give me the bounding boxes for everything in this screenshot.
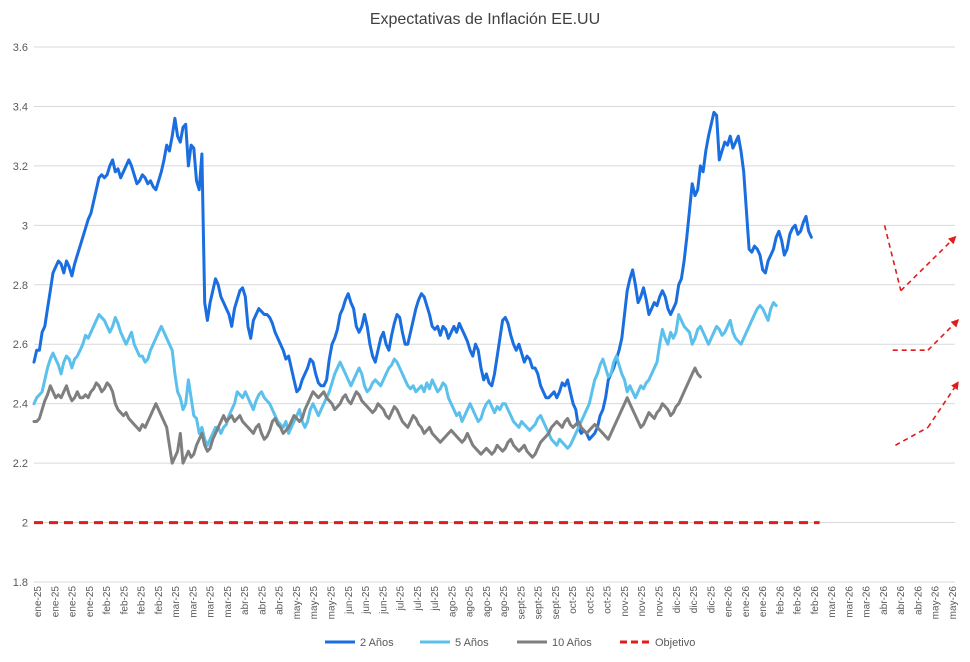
x-tick-label: ago-25 xyxy=(447,586,458,618)
chart-title: Expectativas de Inflación EE.UU xyxy=(370,11,600,28)
x-tick-label: dic-25 xyxy=(672,586,683,614)
x-tick-label: may-25 xyxy=(309,586,320,620)
x-tick-label: oct-25 xyxy=(586,586,597,614)
x-tick-label: ene-25 xyxy=(50,586,61,618)
series-line xyxy=(32,110,813,441)
y-axis: 1.8 2 2.2 2.4 2.6 2.8 3 3.2 3.4 3.6 xyxy=(13,42,28,589)
legend-label: 10 Años xyxy=(552,637,592,649)
x-tick-label: may-26 xyxy=(948,586,959,620)
x-tick-label: abr-26 xyxy=(879,586,890,615)
y-tick-label: 3.4 xyxy=(13,101,28,113)
x-tick-label: abr-25 xyxy=(240,586,251,615)
x-tick-label: ago-25 xyxy=(482,586,493,618)
x-tick-label: nov-25 xyxy=(655,586,666,617)
x-tick-label: ene-25 xyxy=(85,586,96,618)
x-tick-label: mar-26 xyxy=(827,586,838,618)
y-tick-label: 2.4 xyxy=(13,399,28,411)
x-tick-label: mar-26 xyxy=(844,586,855,618)
series-lines xyxy=(32,110,820,525)
annotations xyxy=(883,225,960,446)
x-tick-label: dic-25 xyxy=(689,586,700,614)
x-tick-label: mar-25 xyxy=(188,586,199,618)
x-tick-label: abr-25 xyxy=(257,586,268,615)
x-tick-label: jun-25 xyxy=(344,586,355,615)
y-tick-label: 2.6 xyxy=(13,339,28,351)
x-tick-label: ago-25 xyxy=(499,586,510,618)
legend: 2 Años 5 Años 10 Años Objetivo xyxy=(325,637,695,649)
x-tick-label: mar-25 xyxy=(206,586,217,618)
x-tick-label: jul-25 xyxy=(413,586,424,612)
x-tick-label: mar-25 xyxy=(223,586,234,618)
legend-label: Objetivo xyxy=(655,637,695,649)
x-tick-label: dic-25 xyxy=(706,586,717,614)
x-tick-label: feb-26 xyxy=(793,586,804,615)
x-tick-label: sept-25 xyxy=(551,586,562,620)
x-tick-label: abr-25 xyxy=(275,586,286,615)
x-tick-label: jun-25 xyxy=(361,586,372,615)
y-tick-label: 2 xyxy=(22,518,28,530)
x-tick-label: feb-26 xyxy=(810,586,821,615)
x-tick-label: feb-25 xyxy=(154,586,165,615)
x-tick-label: may-26 xyxy=(931,586,942,620)
x-tick-label: feb-25 xyxy=(137,586,148,615)
legend-label: 5 Años xyxy=(455,637,489,649)
y-tick-label: 3 xyxy=(22,220,28,232)
x-tick-label: mar-26 xyxy=(862,586,873,618)
annotation-arrow xyxy=(927,319,960,351)
x-tick-label: abr-26 xyxy=(914,586,925,615)
annotation-arrow xyxy=(900,235,957,292)
x-tick-label: ene-26 xyxy=(758,586,769,618)
series-line xyxy=(32,301,778,450)
x-tick-label: jul-25 xyxy=(396,586,407,612)
y-tick-label: 3.2 xyxy=(13,161,28,173)
x-tick-label: oct-25 xyxy=(568,586,579,614)
x-tick-label: sept-25 xyxy=(534,586,545,620)
y-tick-label: 3.6 xyxy=(13,42,28,54)
x-tick-label: ago-25 xyxy=(465,586,476,618)
series-line xyxy=(32,366,702,465)
x-tick-label: jul-25 xyxy=(430,586,441,612)
x-tick-label: ene-26 xyxy=(724,586,735,618)
x-tick-label: nov-25 xyxy=(620,586,631,617)
x-axis: ene-25 ene-25 ene-25 ene-25 feb-25 feb-25 feb-… xyxy=(33,586,959,620)
x-tick-label: ene-26 xyxy=(741,586,752,618)
x-tick-label: may-25 xyxy=(327,586,338,620)
annotation-segment xyxy=(895,426,929,446)
annotation-segment xyxy=(883,225,902,291)
x-tick-label: feb-25 xyxy=(119,586,130,615)
x-tick-label: jun-25 xyxy=(378,586,389,615)
y-tick-label: 2.2 xyxy=(13,458,28,470)
x-tick-label: abr-26 xyxy=(896,586,907,615)
legend-label: 2 Años xyxy=(360,637,394,649)
x-tick-label: mar-25 xyxy=(171,586,182,618)
x-tick-label: feb-25 xyxy=(102,586,113,615)
x-tick-label: ene-25 xyxy=(33,586,44,618)
y-tick-label: 2.8 xyxy=(13,280,28,292)
annotation-arrow xyxy=(927,381,959,428)
x-tick-label: may-25 xyxy=(292,586,303,620)
x-tick-label: feb-26 xyxy=(775,586,786,615)
x-tick-label: sept-25 xyxy=(516,586,527,620)
y-tick-label: 1.8 xyxy=(13,577,28,589)
x-tick-label: nov-25 xyxy=(637,586,648,617)
x-tick-label: ene-25 xyxy=(68,586,79,618)
x-tick-label: oct-25 xyxy=(603,586,614,614)
